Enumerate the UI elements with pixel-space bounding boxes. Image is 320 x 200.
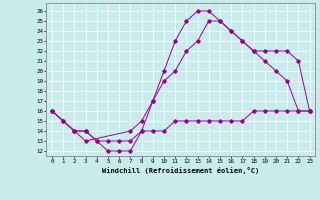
X-axis label: Windchill (Refroidissement éolien,°C): Windchill (Refroidissement éolien,°C): [102, 167, 260, 174]
